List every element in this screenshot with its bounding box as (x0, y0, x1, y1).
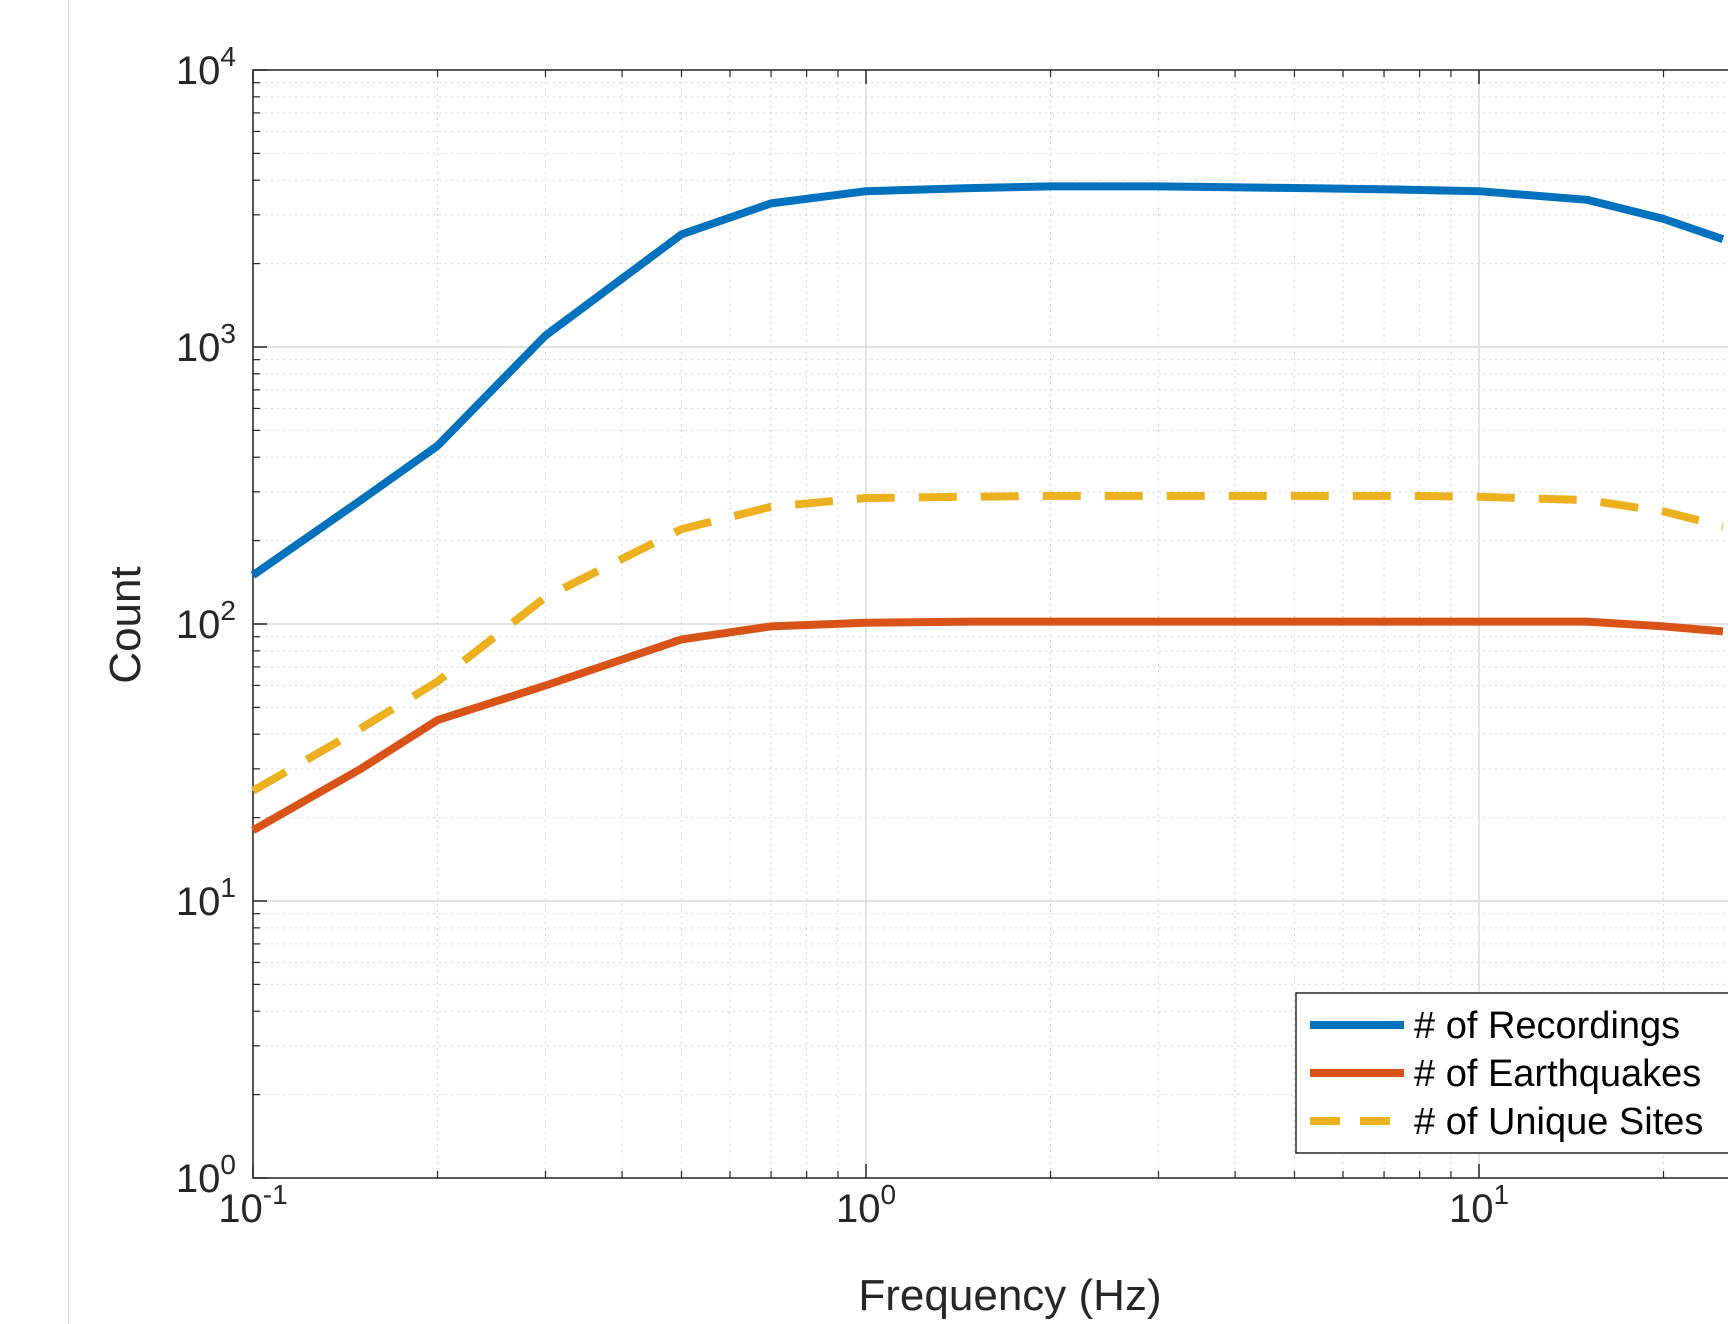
x-tick-label: 10-1 (218, 1179, 287, 1231)
y-tick-label: 100 (176, 1149, 236, 1201)
y-axis-label: Count (101, 566, 150, 683)
page-divider-line (68, 0, 69, 1324)
y-tick-label: 103 (176, 318, 236, 370)
y-tick-labels: 100 101 102 103 104 (176, 41, 236, 1201)
y-tick-label: 104 (176, 41, 236, 93)
y-tick-label: 101 (176, 872, 236, 924)
legend: # of Recordings # of Earthquakes # of Uniq… (1295, 992, 1728, 1154)
series-line-1 (250, 182, 1725, 579)
x-tick-label: 101 (1449, 1179, 1509, 1231)
legend-label-2: # of Earthquakes (1414, 1053, 1701, 1095)
legend-label-1: # of Recordings (1414, 1005, 1680, 1047)
x-tick-label: 100 (836, 1179, 896, 1231)
series-line-2 (251, 617, 1724, 834)
series-line-3 (250, 491, 1724, 795)
legend-label-3: # of Unique Sites (1414, 1101, 1703, 1143)
tick-marks (252, 69, 1665, 1179)
x-tick-labels: 10-1 100 101 (218, 1179, 1509, 1231)
y-tick-label: 102 (176, 595, 236, 647)
series-layer (250, 182, 1725, 834)
x-axis-label: Frequency (Hz) (858, 1271, 1161, 1320)
